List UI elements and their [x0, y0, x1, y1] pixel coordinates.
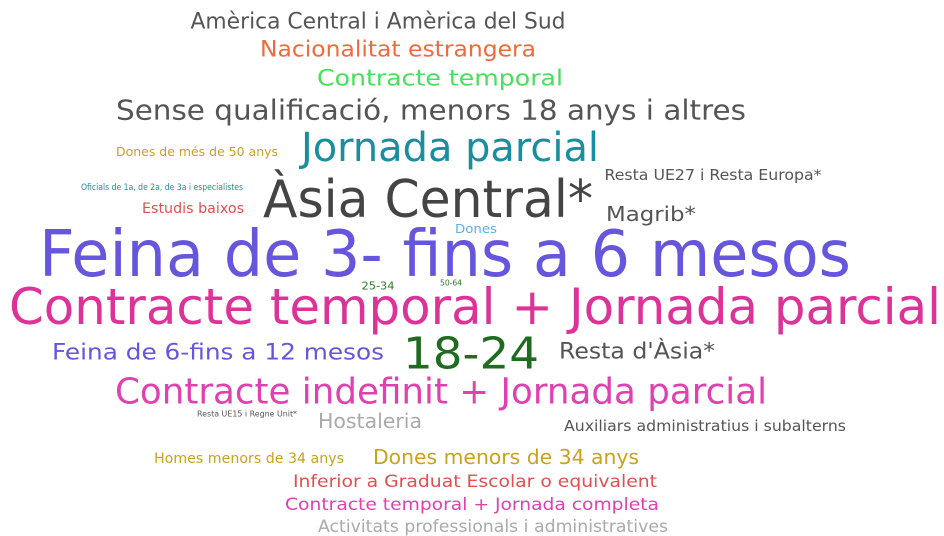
word: Nacionalitat estrangera	[260, 38, 536, 63]
word: Jornada parcial	[298, 125, 599, 171]
word: Resta d'Àsia*	[559, 339, 715, 365]
word: Feina de 6-fins a 12 mesos	[52, 341, 384, 366]
word: Auxiliars administratius i subalterns	[564, 417, 846, 435]
word: Resta UE27 i Resta Europa*	[605, 166, 823, 184]
word: Amèrica Central i Amèrica del Sud	[191, 10, 566, 35]
word: Estudis baixos	[142, 201, 244, 217]
word: Activitats professionals i administrativ…	[318, 517, 668, 536]
word: Hostaleria	[318, 409, 422, 433]
word: Contracte temporal + Jornada parcial	[9, 278, 941, 336]
word: Àsia Central*	[263, 169, 593, 230]
word: Contracte temporal + Jornada completa	[285, 495, 659, 515]
word: Inferior a Graduat Escolar o equivalent	[293, 472, 657, 492]
word: Contracte indefinit + Jornada parcial	[115, 372, 767, 413]
word: Dones menors de 34 anys	[373, 445, 639, 469]
word: Dones	[455, 222, 497, 236]
word: Resta UE15 i Regne Unit*	[197, 410, 297, 419]
word: Sense qualificació, menors 18 anys i alt…	[116, 94, 746, 127]
word: Dones de més de 50 anys	[116, 145, 278, 159]
word: 18-24	[403, 329, 539, 380]
word: Contracte temporal	[317, 67, 563, 92]
word: Oficials de 1a, de 2a, de 3a i especiali…	[81, 183, 243, 193]
word: 50-64	[440, 279, 462, 288]
word: Homes menors de 34 anys	[154, 451, 344, 467]
word: Feina de 3- fins a 6 mesos	[39, 218, 851, 292]
word: 25-34	[362, 280, 395, 293]
word: Magrib*	[606, 202, 696, 226]
